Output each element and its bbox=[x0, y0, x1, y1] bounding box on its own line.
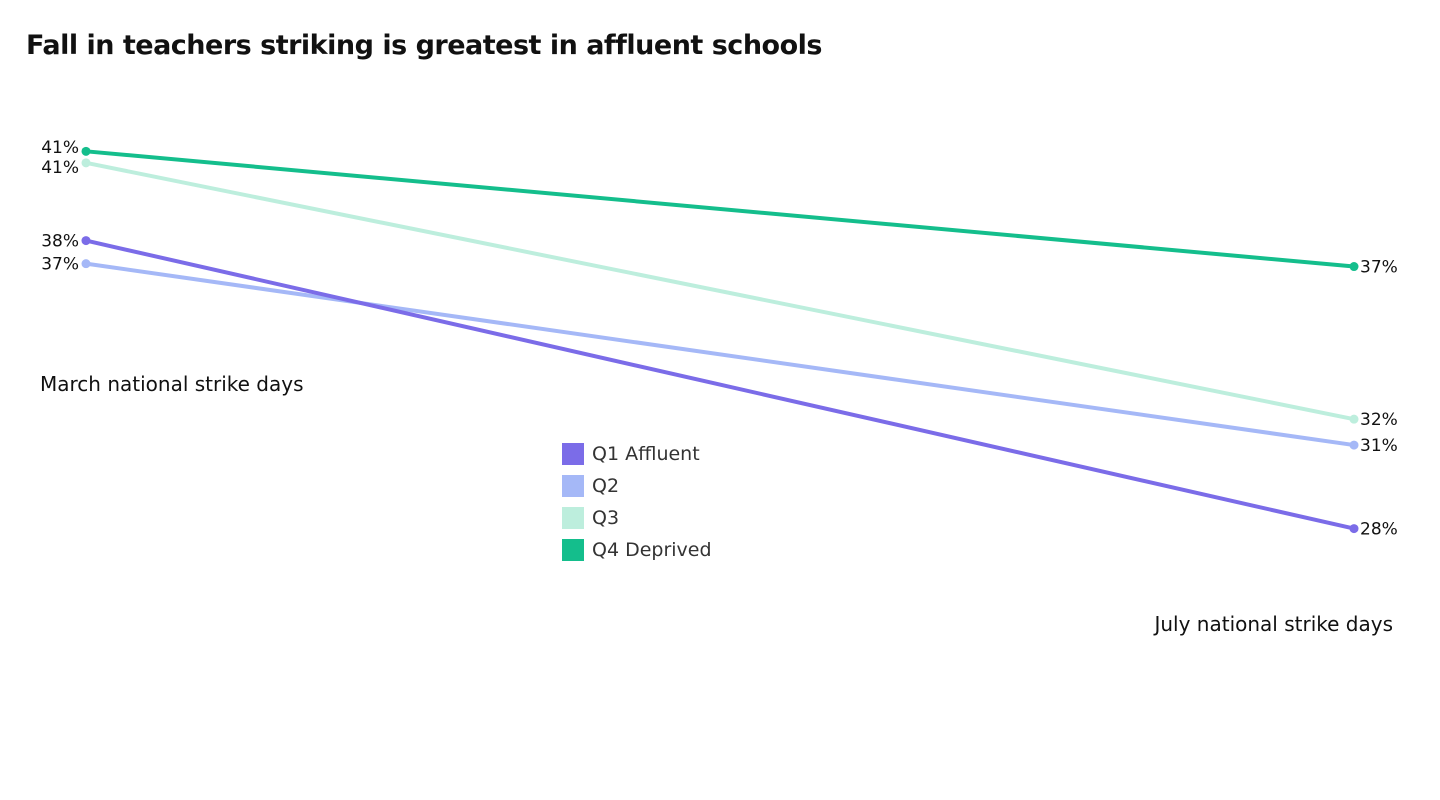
legend-swatch bbox=[562, 539, 584, 561]
data-point bbox=[1349, 524, 1359, 534]
data-label: 37% bbox=[41, 255, 79, 275]
legend-item: Q1 Affluent bbox=[562, 438, 712, 470]
data-label: 38% bbox=[41, 232, 79, 252]
legend-label: Q4 Deprived bbox=[592, 539, 712, 561]
legend-item: Q4 Deprived bbox=[562, 534, 712, 566]
legend-swatch bbox=[562, 443, 584, 465]
data-point bbox=[1349, 262, 1359, 272]
series-line-2 bbox=[85, 261, 1355, 448]
chart-title: Fall in teachers striking is greatest in… bbox=[26, 30, 822, 61]
legend: Q1 Affluent Q2 Q3 Q4 Deprived bbox=[562, 438, 712, 566]
data-point bbox=[81, 146, 91, 156]
data-point bbox=[1349, 414, 1359, 424]
data-label: 32% bbox=[1360, 410, 1398, 430]
legend-item: Q2 bbox=[562, 470, 712, 502]
data-point bbox=[1349, 440, 1359, 450]
data-point bbox=[81, 259, 91, 269]
legend-swatch bbox=[562, 475, 584, 497]
data-label: 41% bbox=[41, 158, 79, 178]
series-line-3 bbox=[85, 160, 1355, 422]
data-point bbox=[81, 236, 91, 246]
legend-label: Q2 bbox=[592, 475, 620, 497]
series-line-1 bbox=[85, 238, 1355, 531]
data-label: 31% bbox=[1360, 436, 1398, 456]
series-line-4 bbox=[85, 149, 1355, 269]
legend-item: Q3 bbox=[562, 502, 712, 534]
category-label-march: March national strike days bbox=[40, 372, 304, 396]
data-point bbox=[81, 158, 91, 168]
legend-label: Q3 bbox=[592, 507, 620, 529]
data-label: 41% bbox=[41, 138, 79, 158]
data-label: 28% bbox=[1360, 520, 1398, 540]
data-label: 37% bbox=[1360, 258, 1398, 278]
category-label-july: July national strike days bbox=[1152, 612, 1393, 636]
legend-label: Q1 Affluent bbox=[592, 443, 700, 465]
legend-swatch bbox=[562, 507, 584, 529]
